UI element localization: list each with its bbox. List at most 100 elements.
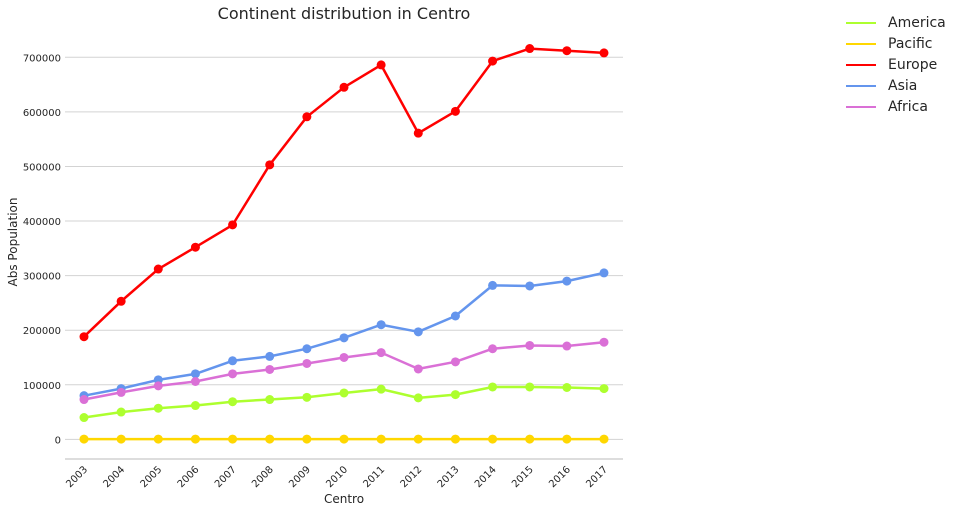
data-point-asia [228,356,238,366]
data-point-pacific [265,434,275,444]
data-point-europe [153,264,163,274]
data-point-africa [228,369,238,379]
data-point-asia [488,280,498,290]
legend-label-america: America [888,14,946,31]
x-tick-label: 2016 [547,464,573,490]
x-tick-label: 2009 [287,464,313,490]
data-point-america [376,384,386,394]
data-point-america [116,407,126,417]
x-tick-label: 2006 [176,464,202,490]
y-tick-label: 400000 [23,217,61,228]
y-axis-label: Abs Population [6,198,20,287]
data-point-pacific [339,434,349,444]
x-tick-label: 2015 [510,464,536,490]
x-tick-label: 2007 [213,464,239,490]
data-point-america [488,382,498,392]
data-point-africa [450,357,460,367]
x-tick-label: 2003 [64,464,90,490]
data-point-america [413,393,423,403]
y-tick-label: 100000 [23,381,61,392]
series-line-europe [83,47,605,338]
data-point-america [450,390,460,400]
legend-swatch-america [846,21,876,24]
data-point-america [562,383,572,392]
data-point-pacific [413,434,423,444]
data-point-america [339,388,349,398]
x-tick-label: 2005 [139,464,165,490]
chart-title: Continent distribution in Centro [218,4,471,23]
legend-swatch-africa [846,105,876,108]
legend-swatch-pacific [846,42,876,45]
data-point-europe [525,44,535,54]
data-point-africa [116,387,126,397]
data-point-pacific [376,434,386,444]
data-point-africa [153,381,163,391]
legend-item-pacific: Pacific [846,33,946,54]
legend-item-america: America [846,12,946,33]
data-point-pacific [450,434,460,444]
data-point-europe [339,82,349,92]
legend-item-africa: Africa [846,96,946,117]
y-tick-label: 600000 [23,108,61,119]
data-point-pacific [153,434,163,444]
data-point-europe [562,46,572,56]
data-point-europe [228,220,238,230]
data-point-america [79,413,89,423]
data-point-america [302,392,312,402]
data-point-europe [450,106,460,116]
legend: America Pacific Europe Asia Africa [846,12,946,117]
legend-swatch-asia [846,84,876,87]
data-point-america [525,382,535,392]
data-point-europe [265,160,275,170]
data-point-america [228,397,238,407]
data-point-asia [302,344,312,354]
y-axis-ticks: 0 100000 200000 300000 400000 500000 600000 700… [23,53,61,446]
data-point-pacific [228,434,238,444]
x-tick-label: 2011 [361,464,387,490]
legend-swatch-europe [846,63,876,66]
data-point-africa [265,364,275,374]
series-group [79,44,609,444]
data-point-africa [302,358,312,368]
y-tick-label: 700000 [23,53,61,64]
data-point-pacific [599,434,609,444]
legend-item-asia: Asia [846,75,946,96]
data-point-africa [599,337,609,347]
data-point-africa [190,376,200,386]
data-point-africa [376,348,386,358]
data-point-asia [376,320,386,330]
data-point-asia [265,351,275,361]
data-point-europe [599,48,609,58]
legend-item-europe: Europe [846,54,946,75]
legend-label-africa: Africa [888,98,928,115]
data-point-asia [190,369,200,379]
data-point-asia [562,276,572,286]
data-point-africa [413,364,423,374]
data-point-pacific [79,434,89,444]
data-point-pacific [116,434,126,444]
x-tick-label: 2010 [324,464,350,490]
data-point-america [265,395,275,405]
data-point-asia [525,281,535,291]
data-point-pacific [302,434,312,444]
x-tick-label: 2008 [250,464,276,490]
legend-label-europe: Europe [888,56,938,73]
x-tick-label: 2017 [584,464,610,490]
y-tick-label: 500000 [23,162,61,173]
x-tick-label: 2012 [399,464,425,490]
data-point-america [153,403,163,413]
legend-label-pacific: Pacific [888,35,933,52]
data-point-pacific [562,434,572,444]
y-tick-label: 0 [55,435,61,446]
data-point-africa [488,344,498,354]
data-point-asia [339,333,349,343]
data-point-europe [79,332,89,342]
data-point-europe [376,60,386,70]
data-point-america [190,401,200,411]
data-point-europe [413,128,423,138]
x-axis-ticks: 2003 2004 2005 2006 2007 2008 2009 2010 2011 2012… [64,464,610,490]
data-point-pacific [488,434,498,444]
x-tick-label: 2013 [436,464,462,490]
data-point-europe [302,112,312,122]
